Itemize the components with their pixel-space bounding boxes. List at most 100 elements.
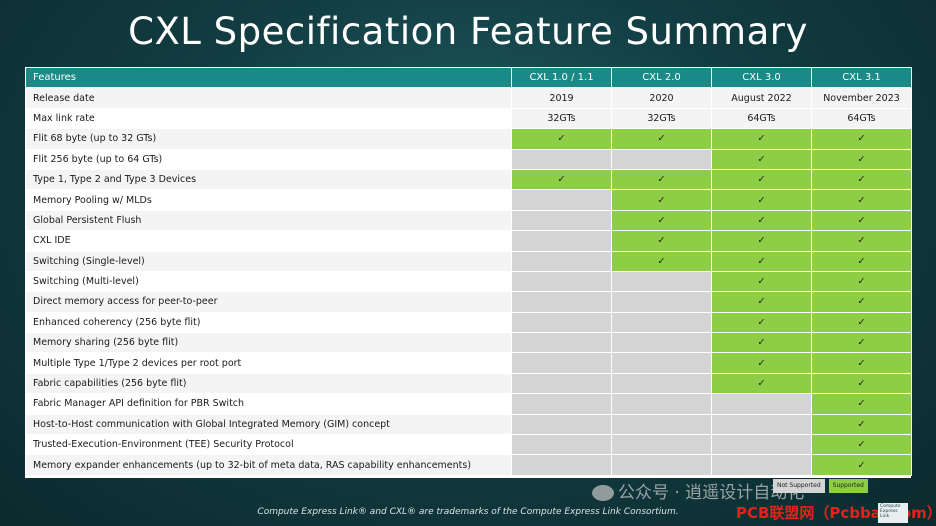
feature-name: Direct memory access for peer-to-peer xyxy=(25,291,512,313)
unsupported-cell xyxy=(511,230,612,252)
supported-cell: ✓ xyxy=(611,230,712,252)
supported-cell: ✓ xyxy=(711,168,812,191)
unsupported-cell xyxy=(511,434,612,456)
supported-cell: ✓ xyxy=(611,250,712,272)
check-icon: ✓ xyxy=(857,357,866,369)
supported-cell: ✓ xyxy=(611,189,712,211)
legend: Not Supported Supported xyxy=(773,479,868,493)
legend-not-supported: Not Supported xyxy=(773,479,825,493)
feature-name: Switching (Multi-level) xyxy=(25,270,512,293)
check-icon: ✓ xyxy=(857,459,866,471)
unsupported-cell xyxy=(511,270,612,293)
unsupported-cell xyxy=(611,393,712,415)
check-icon: ✓ xyxy=(757,133,766,145)
check-icon: ✓ xyxy=(757,316,766,328)
supported-cell: ✓ xyxy=(811,270,912,293)
table-row: Flit 256 byte (up to 64 GTs) ✓ ✓ xyxy=(25,148,912,170)
unsupported-cell xyxy=(711,413,812,436)
supported-cell: ✓ xyxy=(511,168,612,191)
check-icon: ✓ xyxy=(857,398,866,410)
unsupported-cell xyxy=(611,148,712,170)
feature-name: Switching (Single-level) xyxy=(25,250,512,272)
table-row: Enhanced coherency (256 byte flit) ✓ ✓ xyxy=(25,311,912,334)
page-title: CXL Specification Feature Summary xyxy=(128,10,808,53)
supported-cell: ✓ xyxy=(811,230,912,252)
check-icon: ✓ xyxy=(757,276,766,288)
unsupported-cell xyxy=(611,372,712,395)
feature-name: Host-to-Host communication with Global I… xyxy=(25,413,512,436)
supported-cell: ✓ xyxy=(711,311,812,334)
feature-name: Memory Pooling w/ MLDs xyxy=(25,189,512,211)
table-row: Host-to-Host communication with Global I… xyxy=(25,413,912,436)
unsupported-cell xyxy=(711,393,812,415)
check-icon: ✓ xyxy=(857,316,866,328)
supported-cell: ✓ xyxy=(811,393,912,415)
supported-cell: ✓ xyxy=(811,311,912,334)
check-icon: ✓ xyxy=(757,378,766,390)
supported-cell: ✓ xyxy=(711,148,812,170)
supported-cell: ✓ xyxy=(711,230,812,252)
supported-cell: ✓ xyxy=(711,372,812,395)
feature-table-container: Features CXL 1.0 / 1.1 CXL 2.0 CXL 3.0 C… xyxy=(25,66,912,478)
check-icon: ✓ xyxy=(657,133,666,145)
check-icon: ✓ xyxy=(757,357,766,369)
header-cxl-1: CXL 1.0 / 1.1 xyxy=(511,66,612,89)
check-icon: ✓ xyxy=(757,153,766,165)
check-icon: ✓ xyxy=(857,378,866,390)
unsupported-cell xyxy=(611,311,712,334)
unsupported-cell xyxy=(511,291,612,313)
supported-cell: ✓ xyxy=(711,128,812,150)
supported-cell: ✓ xyxy=(811,291,912,313)
check-icon: ✓ xyxy=(657,174,666,186)
unsupported-cell xyxy=(511,413,612,436)
check-icon: ✓ xyxy=(557,174,566,186)
feature-name: Memory expander enhancements (up to 32-b… xyxy=(25,454,512,476)
check-icon: ✓ xyxy=(857,337,866,349)
unsupported-cell xyxy=(711,434,812,456)
supported-cell: ✓ xyxy=(811,250,912,272)
supported-cell: ✓ xyxy=(811,168,912,191)
unsupported-cell xyxy=(611,434,712,456)
feature-name: Trusted-Execution-Environment (TEE) Secu… xyxy=(25,434,512,456)
table-row: Flit 68 byte (up to 32 GTs) ✓ ✓ ✓ ✓ xyxy=(25,128,912,150)
unsupported-cell xyxy=(611,352,712,374)
check-icon: ✓ xyxy=(757,214,766,226)
legend-supported: Supported xyxy=(828,479,868,493)
feature-name: CXL IDE xyxy=(25,230,512,252)
table-row: Global Persistent Flush ✓ ✓ ✓ xyxy=(25,209,912,232)
unsupported-cell xyxy=(611,332,712,354)
table-row: Fabric Manager API definition for PBR Sw… xyxy=(25,393,912,415)
value-cell: 32GTs xyxy=(511,107,612,130)
check-icon: ✓ xyxy=(657,194,666,206)
check-icon: ✓ xyxy=(857,255,866,267)
supported-cell: ✓ xyxy=(711,291,812,313)
table-row: Multiple Type 1/Type 2 devices per root … xyxy=(25,352,912,374)
wechat-watermark: 公众号 · 逍遥设计自动化 xyxy=(592,478,804,503)
check-icon: ✓ xyxy=(757,296,766,308)
check-icon: ✓ xyxy=(857,296,866,308)
supported-cell: ✓ xyxy=(811,372,912,395)
feature-name: Global Persistent Flush xyxy=(25,209,512,232)
unsupported-cell xyxy=(511,332,612,354)
check-icon: ✓ xyxy=(557,133,566,145)
unsupported-cell xyxy=(511,454,612,476)
supported-cell: ✓ xyxy=(711,189,812,211)
supported-cell: ✓ xyxy=(811,189,912,211)
header-cxl-31: CXL 3.1 xyxy=(811,66,912,89)
wechat-icon xyxy=(592,485,614,501)
table-row: Switching (Single-level) ✓ ✓ ✓ xyxy=(25,250,912,272)
check-icon: ✓ xyxy=(857,214,866,226)
supported-cell: ✓ xyxy=(711,250,812,272)
feature-name: Multiple Type 1/Type 2 devices per root … xyxy=(25,352,512,374)
value-cell: 64GTs xyxy=(811,107,912,130)
table-row: Memory sharing (256 byte flit) ✓ ✓ xyxy=(25,332,912,354)
table-row: Switching (Multi-level) ✓ ✓ xyxy=(25,270,912,293)
feature-name: Release date xyxy=(25,87,512,109)
check-icon: ✓ xyxy=(857,153,866,165)
unsupported-cell xyxy=(511,352,612,374)
check-icon: ✓ xyxy=(857,439,866,451)
unsupported-cell xyxy=(511,311,612,334)
supported-cell: ✓ xyxy=(711,270,812,293)
unsupported-cell xyxy=(711,454,812,476)
supported-cell: ✓ xyxy=(811,454,912,476)
